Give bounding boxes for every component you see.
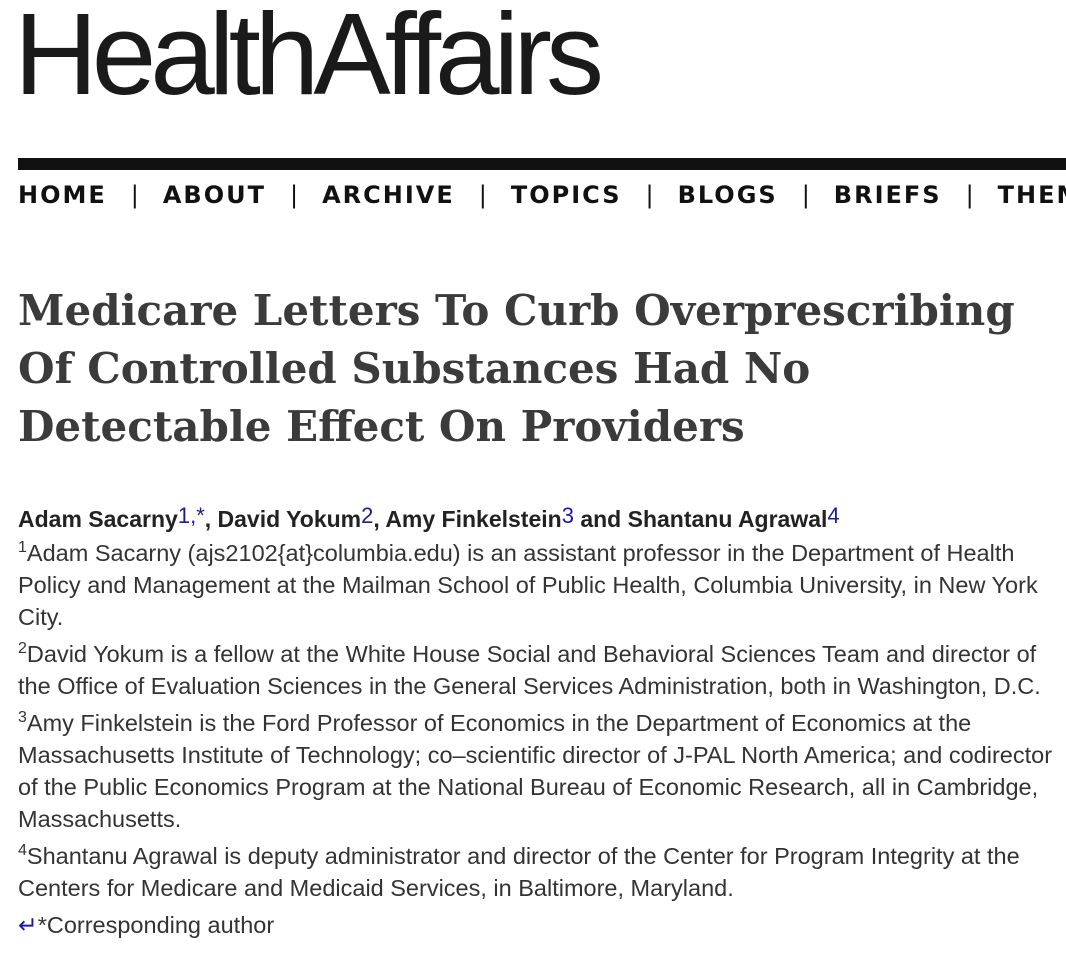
nav-archive[interactable]: ARCHIVE — [322, 181, 455, 209]
nav-separator: | — [478, 181, 487, 209]
health-affairs-logo[interactable]: HealthAffairs — [14, 0, 604, 119]
affiliation-text: Amy Finkelstein is the Ford Professor of… — [18, 710, 1053, 832]
affiliation-ref-link[interactable]: 1 — [177, 503, 191, 528]
main-nav: HOME | ABOUT | ARCHIVE | TOPICS | BLOGS … — [18, 180, 1066, 210]
article-title: Medicare Letters To Curb Overprescribing… — [18, 286, 1015, 451]
affiliation-number: 1 — [18, 539, 27, 556]
affiliation-ref-link[interactable]: 2 — [361, 503, 374, 528]
author-list: Adam Sacarny1,*, David Yokum2, Amy Finke… — [18, 500, 1058, 535]
affiliation: 3Amy Finkelstein is the Ford Professor o… — [18, 707, 1058, 835]
nav-separator: | — [130, 181, 139, 209]
author-name: David Yokum — [217, 506, 362, 532]
affiliation-text: Shantanu Agrawal is deputy administrator… — [18, 843, 1020, 901]
author-name: Amy Finkelstein — [385, 506, 562, 532]
author-separator: , — [204, 506, 218, 532]
nav-separator: | — [801, 181, 810, 209]
nav-about[interactable]: ABOUT — [162, 181, 266, 209]
nav-separator: | — [290, 181, 299, 209]
corresponding-author-note: ↵*Corresponding author — [18, 909, 1058, 941]
ref-comma: , — [190, 503, 197, 528]
affiliation-text: David Yokum is a fellow at the White Hou… — [18, 641, 1041, 699]
nav-home[interactable]: HOME — [18, 181, 107, 209]
affiliation-number: 2 — [18, 640, 27, 657]
affiliation-ref-link[interactable]: 3 — [561, 503, 574, 528]
affiliation-number: 4 — [18, 842, 27, 859]
affiliation-number: 3 — [18, 709, 27, 726]
nav-topics[interactable]: TOPICS — [510, 181, 622, 209]
nav-themes[interactable]: THEMES — [997, 181, 1066, 209]
affiliation-text: Adam Sacarny (ajs2102{at}columbia.edu) i… — [18, 540, 1038, 630]
nav-blogs[interactable]: BLOGS — [677, 181, 778, 209]
author-name: Shantanu Agrawal — [627, 506, 828, 532]
return-arrow-icon[interactable]: ↵ — [18, 912, 38, 938]
header-rule — [18, 158, 1066, 170]
author-separator: , — [373, 506, 386, 532]
nav-separator: | — [645, 181, 654, 209]
affiliations: 1Adam Sacarny (ajs2102{at}columbia.edu) … — [18, 537, 1058, 941]
author-separator: and — [573, 506, 628, 532]
affiliation: 2David Yokum is a fellow at the White Ho… — [18, 638, 1058, 702]
affiliation-ref-link[interactable]: 4 — [827, 503, 840, 528]
corresponding-author-text: *Corresponding author — [37, 912, 275, 938]
author-name: Adam Sacarny — [18, 506, 178, 532]
affiliation: 1Adam Sacarny (ajs2102{at}columbia.edu) … — [18, 537, 1058, 633]
nav-separator: | — [965, 181, 974, 209]
affiliation: 4Shantanu Agrawal is deputy administrato… — [18, 840, 1058, 904]
corresponding-ref-link[interactable]: * — [196, 503, 205, 528]
nav-briefs[interactable]: BRIEFS — [833, 181, 942, 209]
